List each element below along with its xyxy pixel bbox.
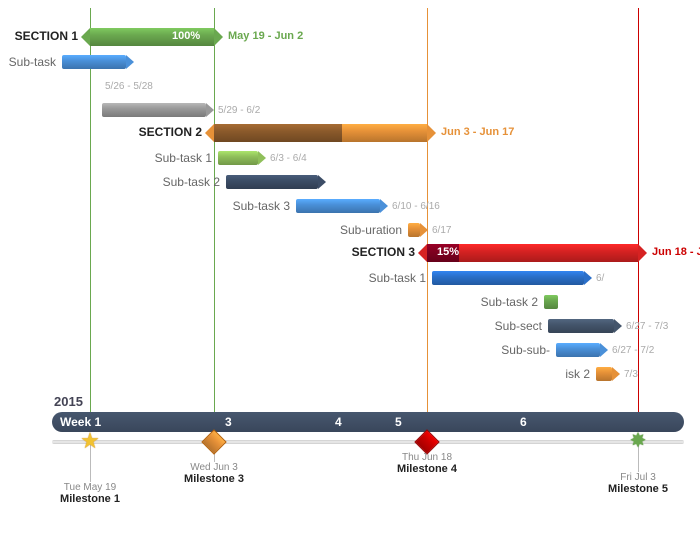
section-daterange: May 19 - Jun 2 xyxy=(228,30,303,42)
task-label: Sub-task 2 xyxy=(163,175,220,189)
task-bar xyxy=(102,103,206,117)
task-label: isk 2 xyxy=(565,367,590,381)
task-label: Sub-task 1 xyxy=(155,151,212,165)
milestone-name: Milestone 3 xyxy=(169,473,259,485)
task-date: 7/3 xyxy=(624,369,638,380)
task-bar xyxy=(432,271,584,285)
task-arrow xyxy=(600,343,608,357)
task-date: 6/27 - 7/2 xyxy=(612,345,654,356)
task-label: Sub-task 2 xyxy=(481,295,538,309)
task-bar xyxy=(62,55,126,69)
task-date: 5/26 - 5/28 xyxy=(105,81,153,92)
week-label-4: 6 xyxy=(520,415,527,429)
guideline-0 xyxy=(90,8,91,418)
guideline-2 xyxy=(427,8,428,418)
task-date: 6/17 xyxy=(432,225,451,236)
week-label-3: 5 xyxy=(395,415,402,429)
timeline-thin xyxy=(52,440,684,444)
section-arrow-right xyxy=(638,244,647,262)
section-bar-section-2 xyxy=(214,124,427,142)
task-bar xyxy=(218,151,258,165)
task-bar xyxy=(226,175,318,189)
milestone-marker-diamond xyxy=(201,429,226,454)
section-title: SECTION 2 xyxy=(139,125,202,139)
task-date: 6/3 - 6/4 xyxy=(270,153,307,164)
section-pct: 100% xyxy=(172,30,200,42)
task-label: Sub-uration xyxy=(340,223,402,237)
task-bar xyxy=(408,223,420,237)
task-arrow xyxy=(614,319,622,333)
section-arrow-right xyxy=(214,28,223,46)
task-arrow xyxy=(612,367,620,381)
year-label: 2015 xyxy=(54,394,83,409)
section-arrow-left xyxy=(418,244,427,262)
week-label-1: 3 xyxy=(225,415,232,429)
task-date: 6/27 - 7/3 xyxy=(626,321,668,332)
milestone-marker-star: ★ xyxy=(79,430,101,452)
task-arrow xyxy=(584,271,592,285)
task-bar xyxy=(596,367,612,381)
guideline-3 xyxy=(638,8,639,418)
milestone-marker-burst: ✸ xyxy=(628,431,648,451)
task-arrow xyxy=(380,199,388,213)
task-arrow xyxy=(206,103,214,117)
milestone-date: Wed Jun 3 xyxy=(169,462,259,473)
task-label: Sub-task 1 xyxy=(369,271,426,285)
task-bar xyxy=(296,199,380,213)
milestone-date: Thu Jun 18 xyxy=(382,452,472,463)
task-label: Sub-sub- xyxy=(501,343,550,357)
milestone-labelbox: Fri Jul 3Milestone 5 xyxy=(593,472,683,495)
section-arrow-left xyxy=(81,28,90,46)
task-bar xyxy=(556,343,600,357)
milestone-name: Milestone 5 xyxy=(593,483,683,495)
task-arrow xyxy=(126,55,134,69)
milestone-labelbox: Wed Jun 3Milestone 3 xyxy=(169,462,259,485)
timeline-axis xyxy=(52,412,684,432)
task-arrow xyxy=(420,223,428,237)
section-progress xyxy=(214,124,342,142)
task-bar xyxy=(548,319,614,333)
section-title: SECTION 1 xyxy=(15,29,78,43)
task-arrow xyxy=(318,175,326,189)
guideline-1 xyxy=(214,8,215,418)
section-arrow-right xyxy=(427,124,436,142)
milestone-name: Milestone 1 xyxy=(45,493,135,505)
task-label: Sub-task 3 xyxy=(233,199,290,213)
task-label: Sub-task xyxy=(9,55,56,69)
milestone-name: Milestone 4 xyxy=(382,463,472,475)
week-label-2: 4 xyxy=(335,415,342,429)
milestone-date: Tue May 19 xyxy=(45,482,135,493)
milestone-marker-diamond xyxy=(414,429,439,454)
milestone-labelbox: Tue May 19Milestone 1 xyxy=(45,482,135,505)
task-date: 5/29 - 6/2 xyxy=(218,105,260,116)
section-title: SECTION 3 xyxy=(352,245,415,259)
task-date: 6/10 - 6/16 xyxy=(392,201,440,212)
task-label: Sub-sect xyxy=(495,319,542,333)
milestone-labelbox: Thu Jun 18Milestone 4 xyxy=(382,452,472,475)
week-label-0: Week 1 xyxy=(60,415,101,429)
task-bar xyxy=(544,295,558,309)
section-arrow-left xyxy=(205,124,214,142)
milestone-date: Fri Jul 3 xyxy=(593,472,683,483)
task-arrow xyxy=(258,151,266,165)
section-pct: 15% xyxy=(437,246,459,258)
task-date: 6/ xyxy=(596,273,604,284)
section-daterange: Jun 3 - Jun 17 xyxy=(441,126,514,138)
section-daterange: Jun 18 - Jul 3 xyxy=(652,246,700,258)
